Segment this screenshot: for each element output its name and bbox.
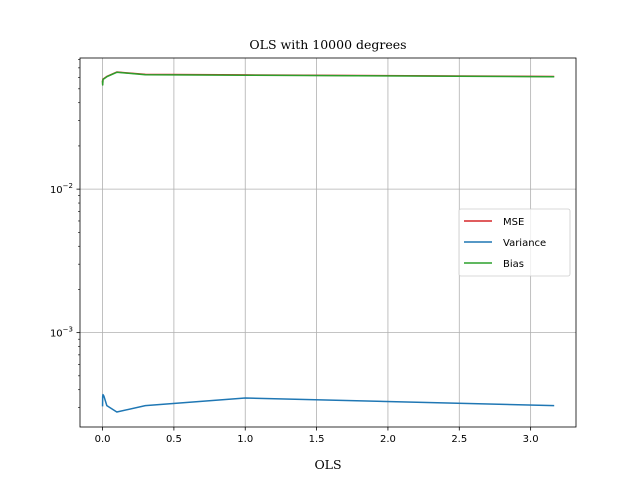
series-line-variance	[101, 393, 555, 413]
y-axis-ticks: 10−2 10−3	[50, 59, 80, 408]
plot-frame	[79, 57, 577, 428]
y-tick-label: 10−2	[50, 182, 73, 196]
x-tick-label: 0.0	[95, 434, 111, 445]
series-line-bias	[101, 71, 555, 86]
x-tick-label: 0.5	[166, 434, 182, 445]
legend-label: Bias	[503, 259, 524, 270]
legend-box	[458, 208, 571, 277]
x-axis-ticks: 0.0 0.5 1.0 1.5 2.0 2.5 3.0	[95, 427, 539, 445]
x-tick-label: 2.5	[451, 434, 467, 445]
x-tick-label: 1.0	[237, 434, 253, 445]
x-tick-label: 2.0	[380, 434, 396, 445]
legend-label: Variance	[503, 238, 546, 249]
legend-label: MSE	[503, 217, 524, 228]
series-line-mse	[101, 71, 555, 86]
y-tick-label: 10−3	[50, 326, 73, 340]
x-tick-label: 3.0	[523, 434, 539, 445]
chart-title: OLS with 10000 degrees	[249, 37, 406, 52]
x-tick-label: 1.5	[309, 434, 325, 445]
series-lines	[101, 71, 555, 413]
x-axis-label: OLS	[314, 457, 341, 472]
legend: MSE Variance Bias	[458, 208, 571, 277]
